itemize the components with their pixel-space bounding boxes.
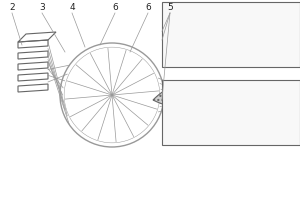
- Text: . . .: . . .: [230, 95, 250, 101]
- Bar: [190, 37, 200, 47]
- Bar: [170, 15, 180, 25]
- Text: 4: 4: [69, 3, 75, 12]
- Bar: [190, 15, 200, 25]
- Text: 3: 3: [39, 3, 45, 12]
- Text: 6: 6: [112, 3, 118, 12]
- Bar: [190, 93, 200, 103]
- Bar: [170, 93, 180, 103]
- Bar: [162, 80, 300, 145]
- Text: 6: 6: [145, 3, 151, 12]
- Text: PMI下侧: PMI下侧: [219, 132, 243, 142]
- Text: . . .: . . .: [230, 17, 250, 23]
- Text: 2: 2: [9, 3, 15, 12]
- Bar: [170, 37, 180, 47]
- Bar: [162, 2, 300, 67]
- Text: . . .: . . .: [230, 39, 250, 45]
- Bar: [190, 115, 200, 125]
- Bar: [284, 15, 294, 25]
- Bar: [170, 115, 180, 125]
- Bar: [284, 93, 294, 103]
- Bar: [284, 115, 294, 125]
- Bar: [284, 37, 294, 47]
- Text: . . .: . . .: [230, 117, 250, 123]
- Polygon shape: [153, 84, 217, 108]
- Text: 5: 5: [167, 3, 173, 12]
- Text: PMI上侧: PMI上侧: [219, 54, 243, 64]
